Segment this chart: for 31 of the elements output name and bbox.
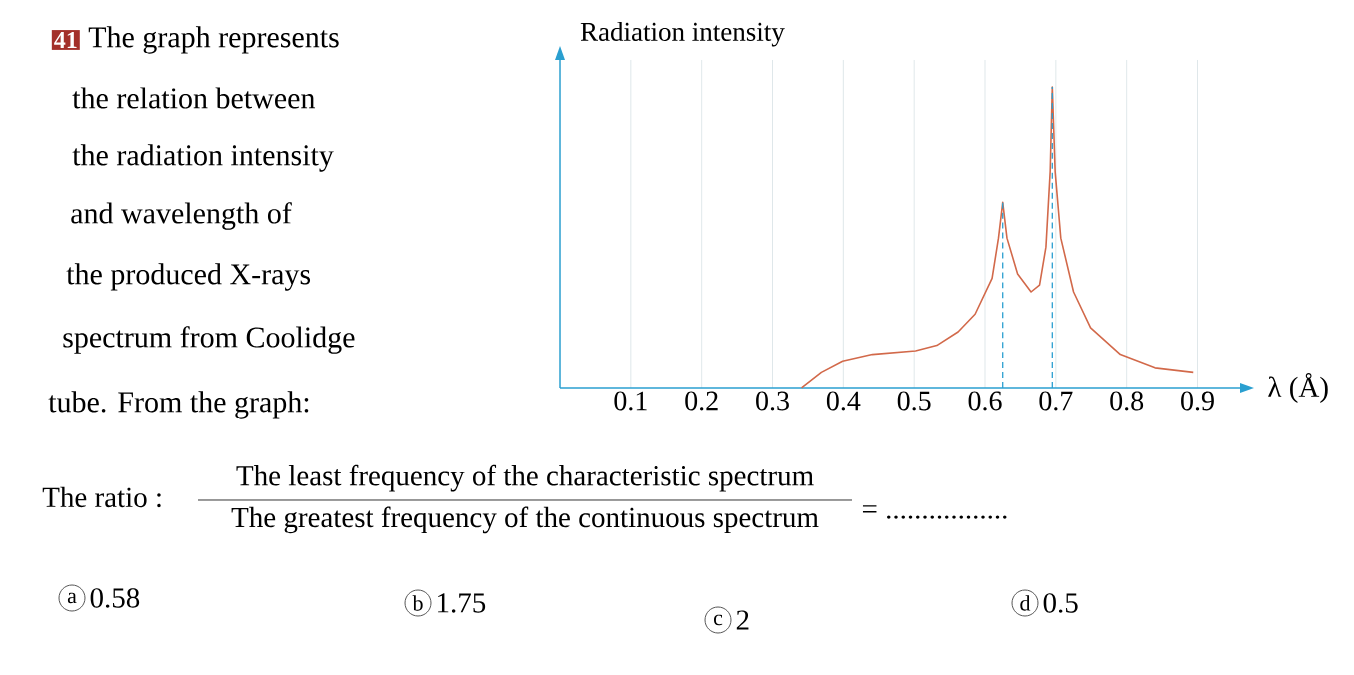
text: 41 xyxy=(54,32,77,48)
text: The ratio : xyxy=(42,486,161,508)
text: and wavelength of xyxy=(71,202,292,230)
x-axis-title: λ (Å) xyxy=(1268,373,1328,403)
text: the relation between xyxy=(72,87,316,109)
text: the produced X-rays xyxy=(66,263,311,291)
x-tick-label: 0.4 xyxy=(826,391,861,411)
text: c xyxy=(713,614,723,626)
x-tick-label: 0.8 xyxy=(1110,391,1144,411)
x-tick-label: 0.7 xyxy=(1039,391,1073,411)
text: 1.75 xyxy=(438,593,486,613)
text: tube. From the graph: xyxy=(48,391,309,419)
y-axis-title: Radiation intensity xyxy=(580,21,785,47)
text: spectrum from Coolidge xyxy=(63,326,355,354)
x-tick-label: 0.2 xyxy=(685,391,718,411)
text: the radiation intensity xyxy=(72,144,334,172)
text: 0.5 xyxy=(1043,593,1078,613)
text: The greatest frequency of the continuous spectrum xyxy=(231,506,819,534)
x-tick-label: 0.1 xyxy=(614,391,647,411)
text: a xyxy=(67,592,77,604)
text: = ................. xyxy=(862,505,1007,519)
text: d xyxy=(1020,595,1031,611)
x-tick-label: 0.6 xyxy=(968,391,1002,411)
x-tick-label: 0.9 xyxy=(1181,391,1214,411)
text: 0.58 xyxy=(90,588,140,608)
text: The graph represents xyxy=(88,26,339,54)
x-tick-label: 0.3 xyxy=(756,391,789,411)
text: 2 xyxy=(736,610,749,630)
x-tick-label: 0.5 xyxy=(897,391,931,411)
text: b xyxy=(412,595,423,611)
text: The least frequency of the characteristic spectrum xyxy=(236,464,814,492)
